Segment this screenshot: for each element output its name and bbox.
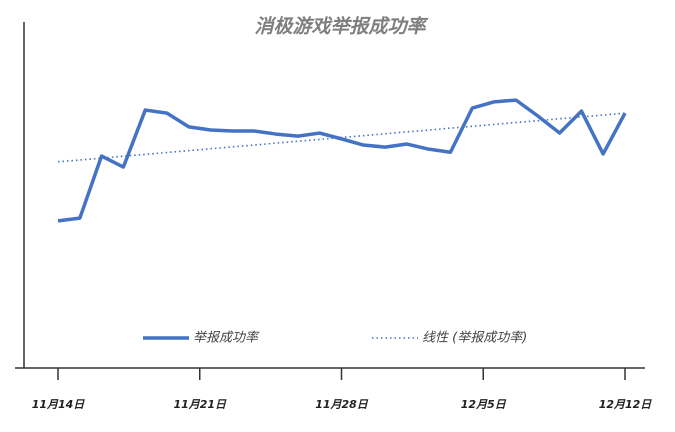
chart-title: 消极游戏举报成功率	[254, 16, 428, 38]
x-tick-label: 11月14日	[32, 398, 86, 411]
trend-line	[57, 112, 626, 163]
legend-label: 举报成功率	[193, 330, 260, 346]
x-tick-label: 11月28日	[315, 398, 369, 411]
x-tick-label: 11月21日	[173, 398, 227, 411]
data-line	[57, 98, 627, 223]
x-tick-label: 12月5日	[461, 398, 507, 411]
x-tick-label: 12月12日	[599, 398, 653, 411]
legend-label: 线性 (举报成功率)	[422, 330, 527, 346]
